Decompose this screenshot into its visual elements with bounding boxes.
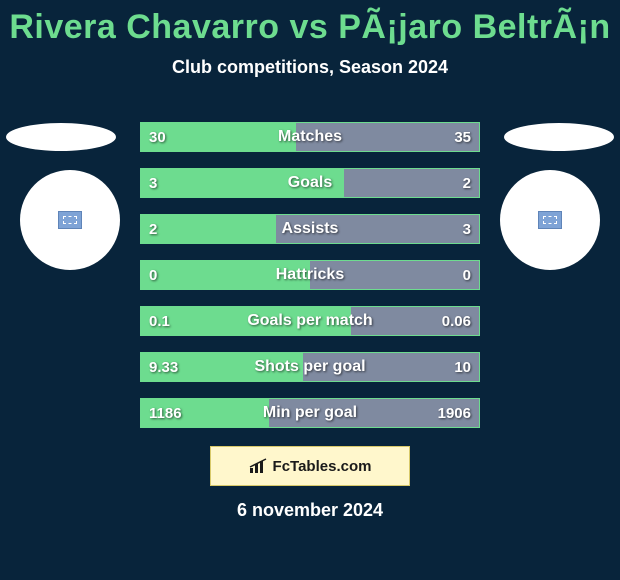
placeholder-icon xyxy=(538,211,562,229)
bar-fill-left xyxy=(141,123,296,151)
stat-row: 00Hattricks xyxy=(140,260,480,290)
bar-fill-right xyxy=(310,261,479,289)
bar-fill-right xyxy=(351,307,479,335)
player-left-ellipse xyxy=(6,123,116,151)
placeholder-icon xyxy=(58,211,82,229)
stat-row: 9.3310Shots per goal xyxy=(140,352,480,382)
date-text: 6 november 2024 xyxy=(0,500,620,521)
chart-icon xyxy=(249,458,269,474)
stat-row: 3035Matches xyxy=(140,122,480,152)
bar-fill-right xyxy=(296,123,479,151)
stat-row: 23Assists xyxy=(140,214,480,244)
player-right-badge xyxy=(500,170,600,270)
brand-badge: FcTables.com xyxy=(210,446,410,486)
stats-bars: 3035Matches 32Goals 23Assists 00Hattricks 0.… xyxy=(140,122,480,444)
bar-fill-left xyxy=(141,353,303,381)
player-left-badge xyxy=(20,170,120,270)
bar-fill-right xyxy=(269,399,479,427)
brand-text: FcTables.com xyxy=(273,458,372,475)
bar-fill-left xyxy=(141,399,269,427)
bar-fill-right xyxy=(303,353,479,381)
bar-fill-left xyxy=(141,307,351,335)
bar-fill-right xyxy=(344,169,479,197)
bar-fill-left xyxy=(141,215,276,243)
bar-fill-right xyxy=(276,215,479,243)
player-right-ellipse xyxy=(504,123,614,151)
bar-fill-left xyxy=(141,169,344,197)
stat-row: 11861906Min per goal xyxy=(140,398,480,428)
stat-row: 0.10.06Goals per match xyxy=(140,306,480,336)
stat-row: 32Goals xyxy=(140,168,480,198)
subtitle: Club competitions, Season 2024 xyxy=(0,57,620,78)
page-title: Rivera Chavarro vs PÃ¡jaro BeltrÃ¡n xyxy=(0,0,620,47)
bar-fill-left xyxy=(141,261,310,289)
